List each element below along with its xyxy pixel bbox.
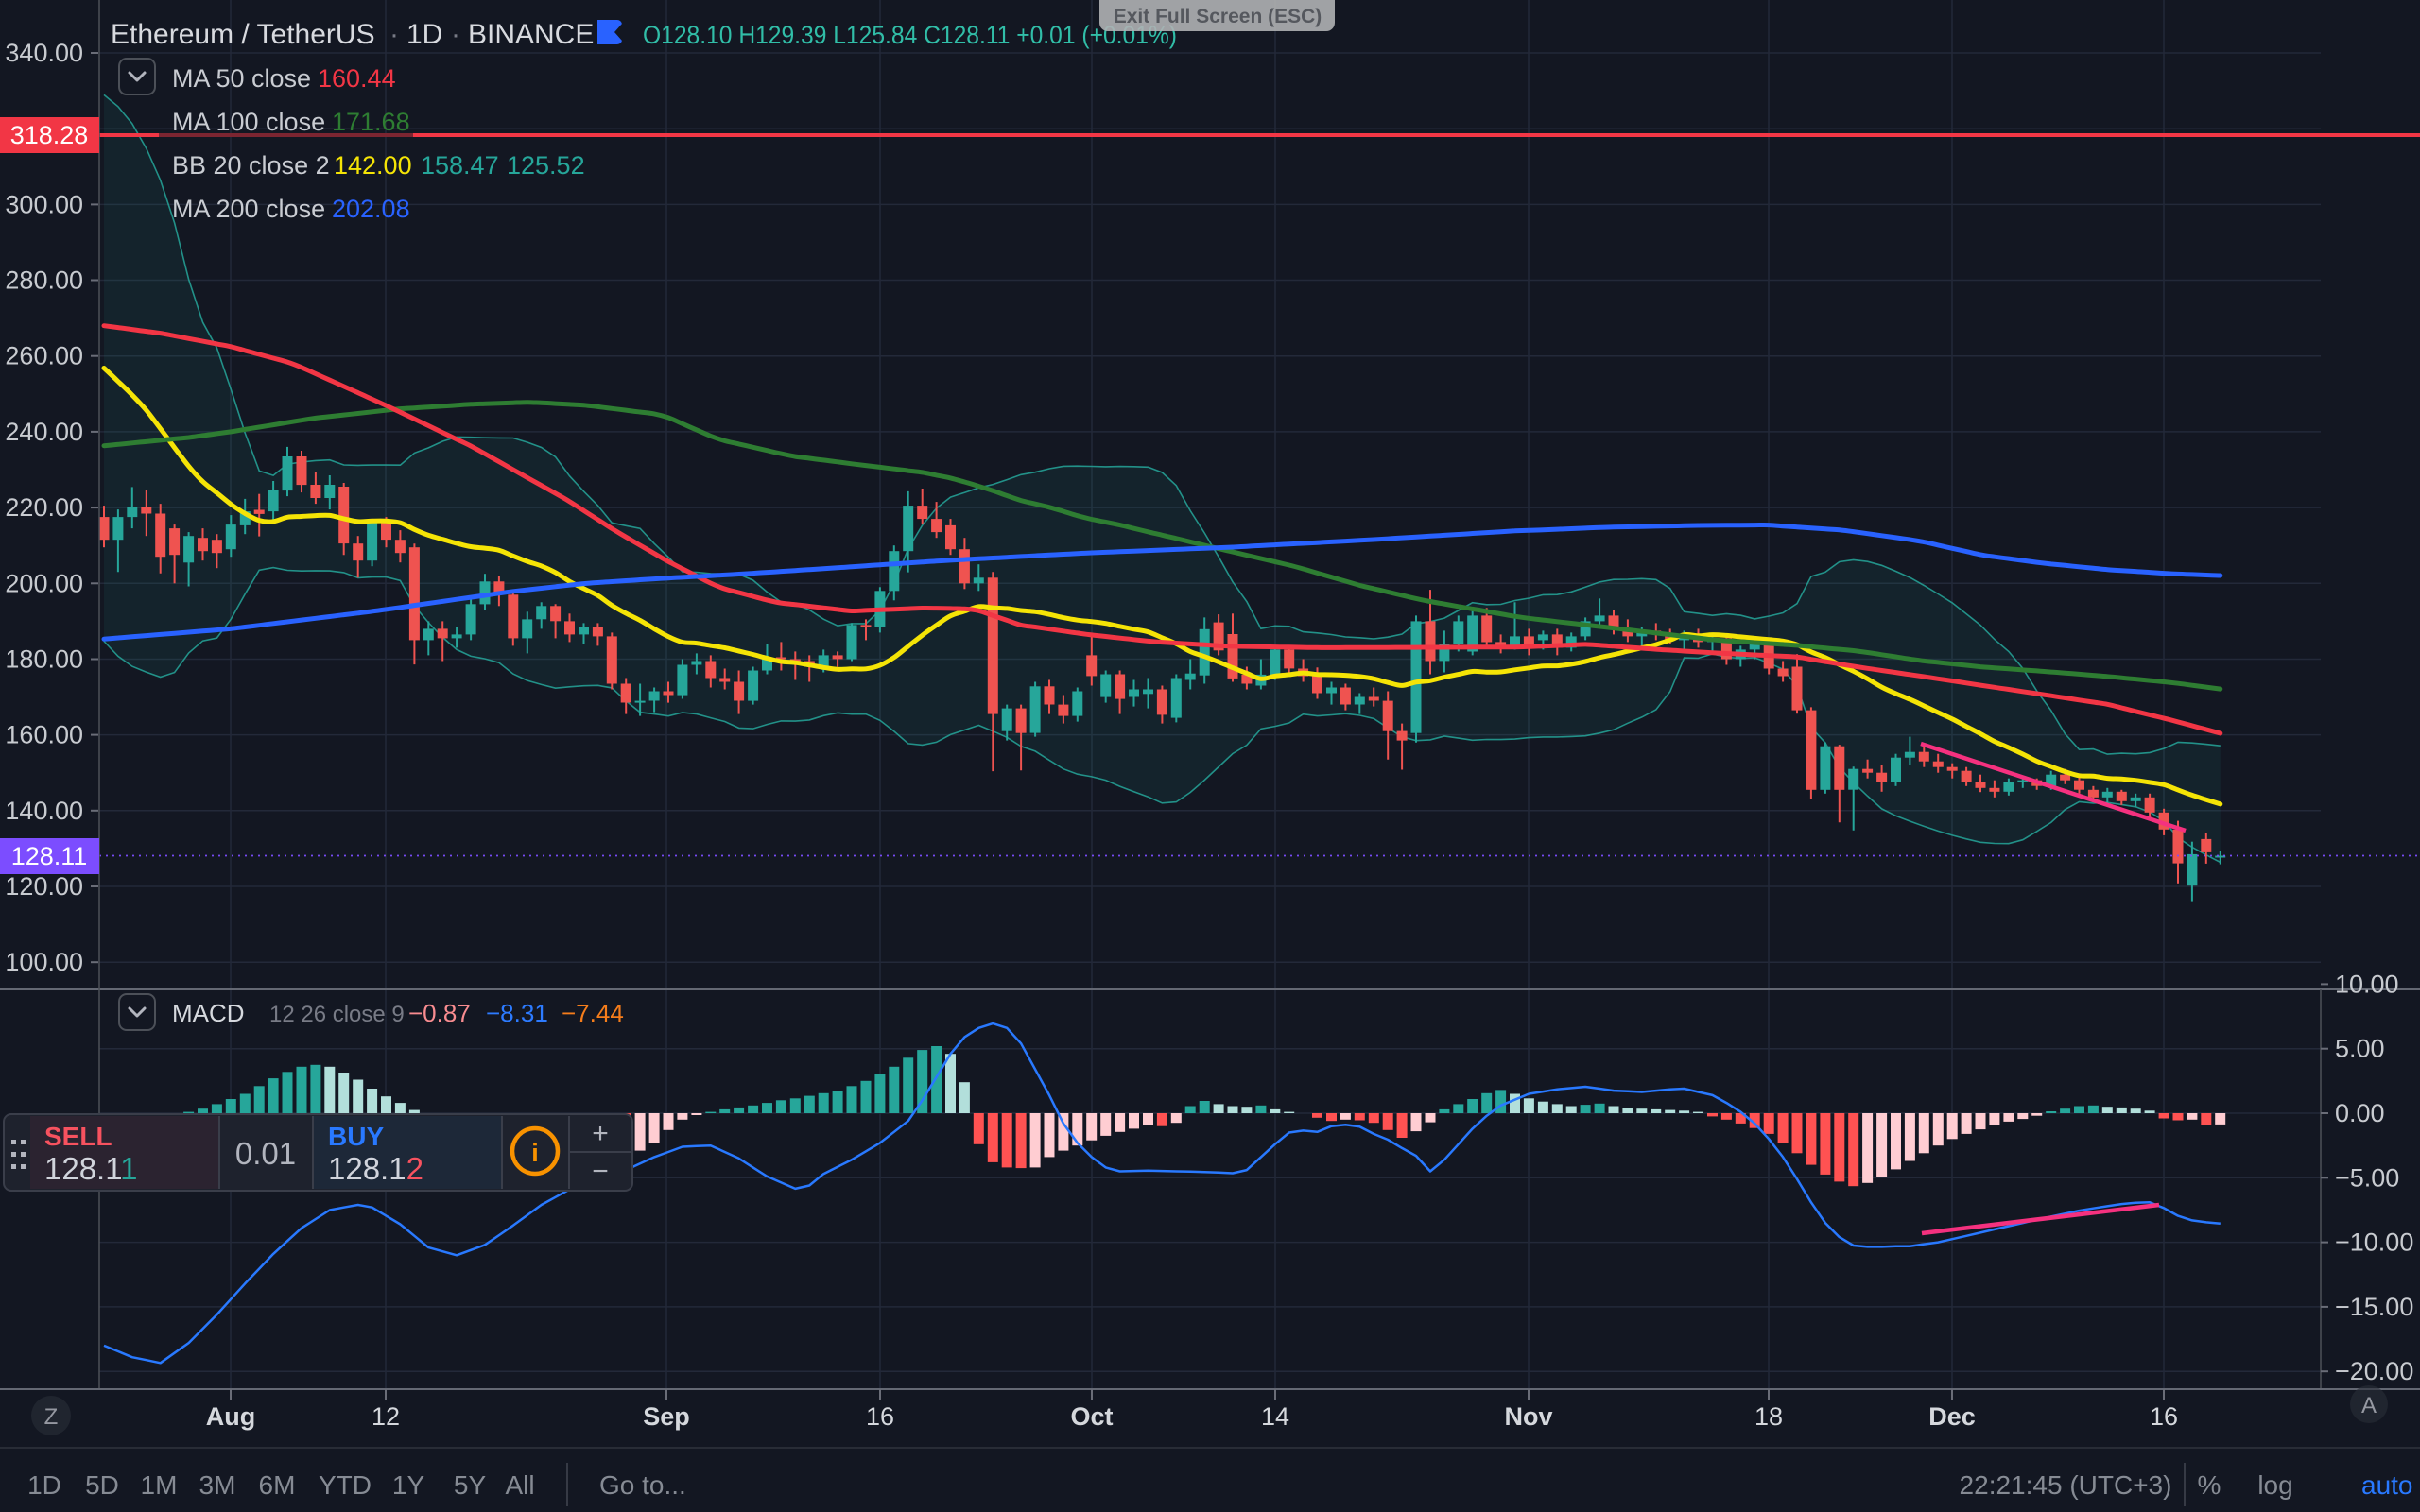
svg-text:BUY: BUY [328,1122,384,1151]
svg-text:−8.31: −8.31 [486,999,548,1027]
svg-text:340.00: 340.00 [5,39,83,67]
svg-text:−5.00: −5.00 [2335,1163,2399,1192]
svg-text:MA 100 close: MA 100 close [172,108,325,136]
svg-text:BINANCE: BINANCE [468,19,594,50]
svg-text:3M: 3M [199,1470,236,1500]
svg-text:Go to...: Go to... [599,1470,686,1500]
svg-text:5Y: 5Y [454,1470,487,1500]
svg-text:16: 16 [866,1402,894,1431]
svg-text:18: 18 [1754,1402,1783,1431]
svg-text:128.11: 128.11 [44,1151,138,1186]
svg-text:MA 200 close: MA 200 close [172,195,325,223]
svg-text:log: log [2257,1470,2292,1500]
svg-text:SELL: SELL [44,1122,112,1151]
svg-text:1M: 1M [141,1470,178,1500]
svg-text:100.00: 100.00 [5,948,83,976]
svg-text:BB 20 close 2: BB 20 close 2 [172,151,330,180]
svg-text:−15.00: −15.00 [2335,1293,2413,1321]
svg-text:%: % [2198,1470,2221,1500]
svg-text:0.00: 0.00 [2335,1099,2385,1127]
svg-text:·: · [451,19,460,50]
svg-text:160.44: 160.44 [318,64,396,93]
svg-text:200.00: 200.00 [5,569,83,597]
svg-text:280.00: 280.00 [5,266,83,295]
svg-text:−0.87: −0.87 [408,999,471,1027]
svg-text:MA 50 close: MA 50 close [172,64,311,93]
svg-text:YTD: YTD [319,1470,372,1500]
svg-text:O128.10 H129.39 L125.84 C128.1: O128.10 H129.39 L125.84 C128.11 +0.01 (+… [643,21,1177,49]
svg-text:202.08: 202.08 [332,195,410,223]
svg-text:1D: 1D [406,19,442,50]
svg-text:318.28: 318.28 [10,121,89,149]
svg-text:i: i [531,1139,539,1167]
svg-text:+: + [592,1118,609,1149]
svg-text:−10.00: −10.00 [2335,1228,2413,1257]
svg-text:6M: 6M [259,1470,296,1500]
svg-text:All: All [505,1470,534,1500]
svg-text:16: 16 [2150,1402,2178,1431]
svg-text:Aug: Aug [206,1402,255,1431]
svg-text:MACD: MACD [172,999,245,1027]
svg-text:128.11: 128.11 [11,842,88,870]
svg-text:22:21:45 (UTC+3): 22:21:45 (UTC+3) [1960,1470,2172,1500]
svg-text:260.00: 260.00 [5,342,83,370]
svg-text:220.00: 220.00 [5,493,83,522]
svg-text:1Y: 1Y [392,1470,425,1500]
svg-text:158.47: 158.47 [421,151,499,180]
svg-text:300.00: 300.00 [5,190,83,218]
svg-text:Ethereum / TetherUS: Ethereum / TetherUS [111,19,375,50]
svg-text:0.01: 0.01 [235,1136,296,1171]
svg-text:−20.00: −20.00 [2335,1357,2413,1385]
svg-text:125.52: 125.52 [507,151,585,180]
svg-text:5D: 5D [85,1470,119,1500]
svg-text:−7.44: −7.44 [562,999,624,1027]
svg-text:·: · [389,19,399,50]
svg-text:Oct: Oct [1070,1402,1113,1431]
svg-text:Sep: Sep [643,1402,690,1431]
svg-text:12 26 close 9: 12 26 close 9 [269,1002,405,1027]
svg-text:10.00: 10.00 [2335,970,2399,998]
svg-text:171.68: 171.68 [332,108,410,136]
svg-text:120.00: 120.00 [5,872,83,901]
svg-text:Dec: Dec [1928,1402,1976,1431]
svg-text:180.00: 180.00 [5,645,83,674]
svg-text:−: − [592,1156,609,1187]
svg-text:142.00: 142.00 [334,151,412,180]
svg-text:140.00: 140.00 [5,797,83,825]
svg-text:5.00: 5.00 [2335,1035,2385,1063]
svg-text:auto: auto [2361,1470,2413,1500]
svg-text:160.00: 160.00 [5,721,83,749]
svg-text:1D: 1D [27,1470,61,1500]
svg-text:Nov: Nov [1504,1402,1552,1431]
svg-text:12: 12 [372,1402,400,1431]
svg-text:128.12: 128.12 [328,1151,424,1186]
svg-text:240.00: 240.00 [5,418,83,446]
svg-text:14: 14 [1261,1402,1289,1431]
svg-text:Exit Full Screen (ESC): Exit Full Screen (ESC) [1114,6,1322,27]
svg-text:A: A [2361,1393,2377,1418]
svg-text:Z: Z [44,1404,59,1430]
